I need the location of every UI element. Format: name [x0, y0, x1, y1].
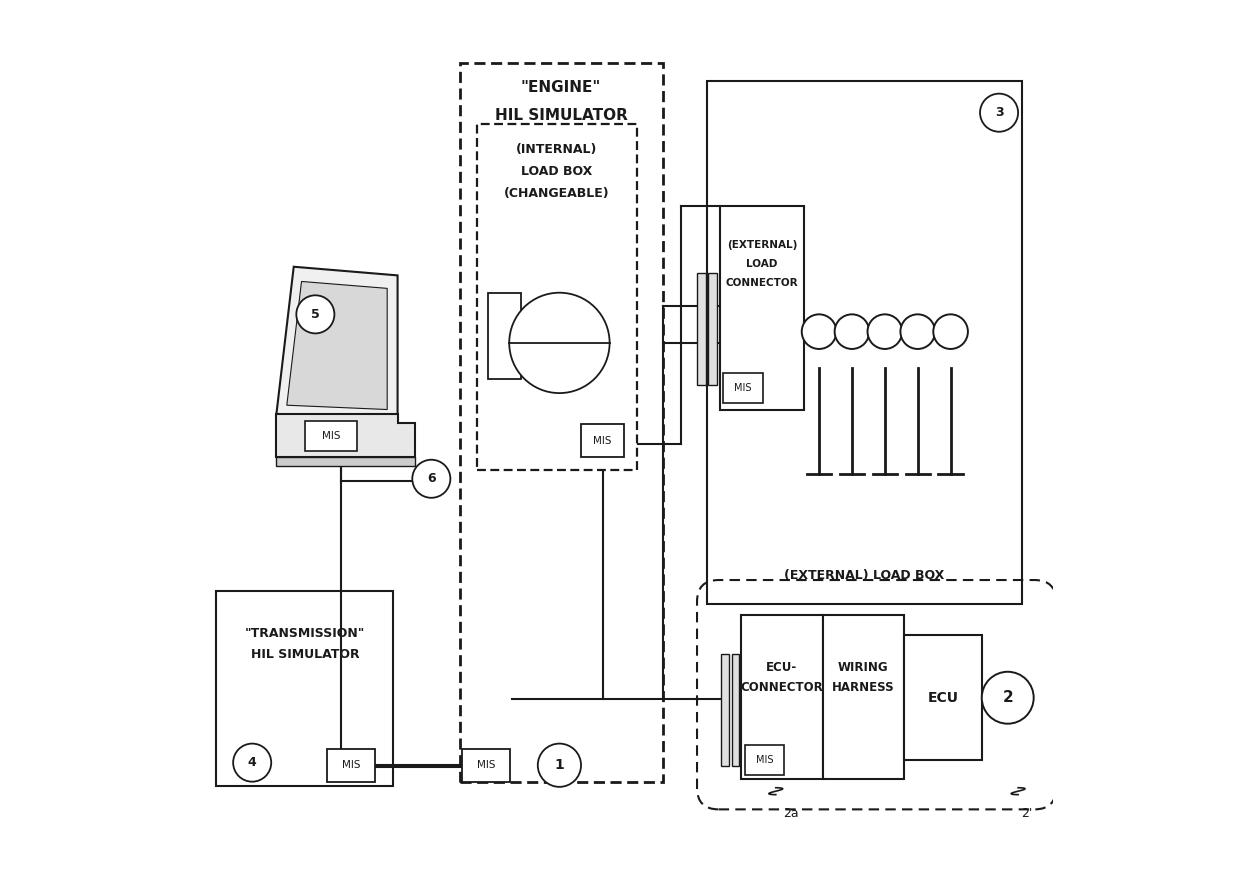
FancyBboxPatch shape [707, 81, 1023, 604]
FancyBboxPatch shape [305, 421, 357, 451]
Text: MIS: MIS [734, 383, 751, 393]
Circle shape [510, 293, 610, 393]
Circle shape [835, 314, 869, 349]
Text: 2': 2' [1021, 807, 1033, 820]
Text: (INTERNAL): (INTERNAL) [516, 144, 598, 157]
FancyBboxPatch shape [904, 635, 982, 760]
Text: MIS: MIS [341, 760, 360, 770]
FancyBboxPatch shape [708, 273, 717, 385]
Text: HIL SIMULATOR: HIL SIMULATOR [250, 648, 360, 661]
Circle shape [233, 744, 272, 781]
Text: (EXTERNAL): (EXTERNAL) [727, 240, 797, 250]
Text: 6: 6 [427, 472, 435, 485]
Text: 3: 3 [994, 106, 1003, 119]
Polygon shape [286, 281, 387, 409]
FancyBboxPatch shape [327, 749, 374, 781]
Text: WIRING: WIRING [838, 661, 889, 674]
Circle shape [934, 314, 968, 349]
Text: MIS: MIS [321, 430, 340, 441]
Text: 1: 1 [554, 759, 564, 773]
FancyBboxPatch shape [463, 749, 510, 781]
FancyBboxPatch shape [722, 653, 729, 766]
Circle shape [980, 94, 1018, 132]
FancyBboxPatch shape [697, 273, 706, 385]
Text: ECU-: ECU- [766, 661, 797, 674]
Circle shape [412, 460, 450, 498]
FancyBboxPatch shape [745, 746, 785, 774]
Text: MIS: MIS [594, 436, 613, 446]
Polygon shape [277, 267, 398, 422]
Text: "TRANSMISSION": "TRANSMISSION" [244, 627, 365, 640]
Text: MIS: MIS [755, 755, 774, 765]
FancyBboxPatch shape [216, 591, 393, 786]
Text: (CHANGEABLE): (CHANGEABLE) [503, 186, 610, 199]
Circle shape [982, 672, 1034, 724]
Circle shape [868, 314, 903, 349]
FancyBboxPatch shape [723, 373, 763, 402]
FancyBboxPatch shape [719, 206, 805, 409]
Text: (EXTERNAL) LOAD BOX: (EXTERNAL) LOAD BOX [784, 570, 944, 582]
Circle shape [802, 314, 836, 349]
FancyBboxPatch shape [477, 124, 637, 470]
Text: 4: 4 [248, 756, 257, 769]
FancyBboxPatch shape [460, 64, 663, 781]
Text: 2a: 2a [784, 807, 799, 820]
Circle shape [900, 314, 935, 349]
FancyBboxPatch shape [489, 293, 521, 379]
Text: CONNECTOR: CONNECTOR [725, 278, 799, 288]
Circle shape [538, 744, 582, 787]
Circle shape [296, 295, 335, 334]
Text: ECU: ECU [928, 691, 959, 705]
FancyBboxPatch shape [582, 424, 624, 457]
Polygon shape [277, 457, 415, 466]
Text: CONNECTOR: CONNECTOR [740, 681, 823, 694]
FancyBboxPatch shape [732, 653, 739, 766]
Text: 5: 5 [311, 307, 320, 321]
Text: LOAD: LOAD [746, 260, 777, 269]
Text: MIS: MIS [476, 760, 495, 770]
FancyBboxPatch shape [822, 615, 904, 779]
Text: HIL SIMULATOR: HIL SIMULATOR [495, 108, 627, 123]
Text: "ENGINE": "ENGINE" [521, 80, 601, 95]
Polygon shape [277, 414, 415, 457]
Text: LOAD BOX: LOAD BOX [521, 165, 593, 178]
FancyBboxPatch shape [742, 615, 822, 779]
Text: HARNESS: HARNESS [832, 681, 894, 694]
Text: 2: 2 [1002, 690, 1013, 706]
